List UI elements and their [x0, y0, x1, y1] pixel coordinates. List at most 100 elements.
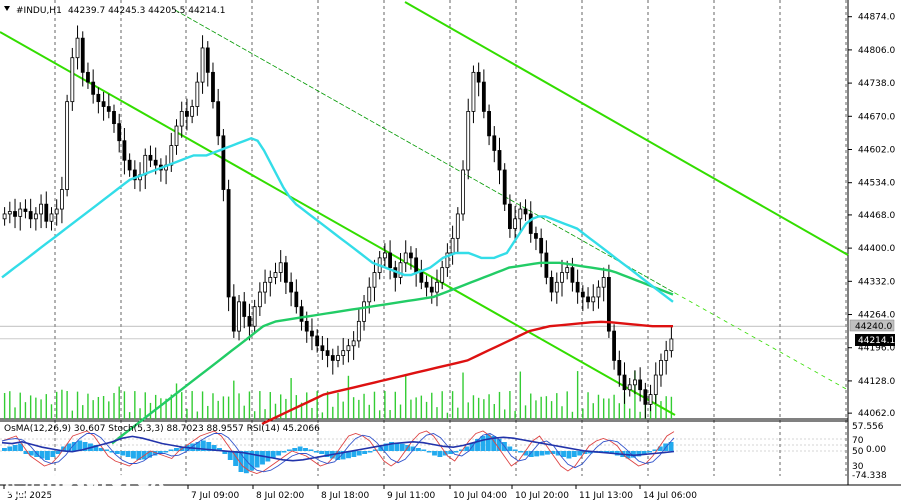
osma-bar-44 [238, 451, 244, 472]
candle-body-110 [575, 281, 580, 293]
candle-body-23 [122, 140, 127, 161]
price-tick-label-5: 44534.0 [858, 179, 895, 189]
candle-body-16 [86, 71, 90, 83]
osma-bar-0 [2, 448, 7, 451]
price-tick-label-3: 44670.0 [858, 112, 895, 122]
candle-body-18 [96, 93, 101, 103]
candle-body-87 [455, 213, 460, 239]
chart-header-symbol: #INDU,H1 [16, 6, 62, 16]
ma-slow-line [261, 320, 673, 425]
candle-body-66 [346, 345, 351, 352]
osma-bar-120 [647, 451, 652, 453]
candle-body-96 [502, 169, 507, 205]
osma-bar-70 [378, 446, 384, 451]
osma-bar-76 [410, 446, 416, 451]
price-tick-label-2: 44738.0 [858, 79, 895, 89]
candle-body-74 [388, 252, 392, 269]
candle-body-27 [143, 154, 148, 176]
osma-bar-32 [174, 448, 179, 451]
osma-bar-112 [604, 451, 609, 453]
candle-body-20 [106, 106, 111, 112]
osma-bar-117 [630, 451, 636, 458]
trend-lines [0, 1, 849, 416]
osma-bar-92 [496, 439, 502, 451]
candle-body-60 [315, 335, 320, 347]
trend-line-extension [674, 292, 849, 391]
time-tick-label-5: 10 Jul 04:00 [453, 491, 507, 501]
candle-body-0 [2, 213, 7, 220]
candle-body-128 [669, 338, 674, 352]
price-tick-label-6: 44468.0 [858, 211, 895, 221]
candle-body-45 [237, 301, 241, 332]
candle-body-43 [226, 189, 231, 298]
candle-body-22 [117, 123, 122, 142]
osma-bar-37 [200, 440, 206, 451]
candle-body-125 [653, 374, 658, 395]
osma-bar-108 [582, 451, 588, 454]
price-tick-label-4: 44602.0 [858, 145, 895, 155]
osma-bar-1 [7, 446, 13, 451]
price-label-bid: 44240.0 [849, 319, 895, 332]
osma-bar-22 [120, 451, 126, 456]
osma-bar-85 [458, 449, 464, 451]
candle-body-42 [221, 135, 226, 190]
candle-body-12 [65, 101, 70, 190]
candle-body-81 [424, 281, 429, 288]
osma-bar-80 [432, 451, 437, 456]
osma-bar-66 [356, 451, 362, 456]
candle-body-97 [508, 203, 512, 229]
candle-body-83 [435, 281, 439, 293]
osma-bar-53 [286, 449, 292, 451]
chart-header-arrow-icon [4, 6, 10, 11]
candle-body-49 [257, 291, 262, 308]
osma-bar-124 [668, 442, 674, 451]
candle-body-79 [414, 257, 419, 273]
candle-body-101 [528, 213, 533, 234]
price-tick-label-9: 44264.0 [858, 311, 895, 321]
candle-body-92 [481, 81, 486, 112]
osma-bar-74 [399, 443, 405, 451]
candle-body-88 [461, 169, 465, 215]
osma-bar-55 [297, 446, 303, 451]
candle-body-21 [112, 111, 116, 125]
osma-bar-100 [539, 451, 545, 456]
osma-bar-99 [534, 451, 540, 457]
candle-body-46 [242, 301, 247, 317]
osma-bar-36 [195, 442, 201, 451]
candle-body-112 [586, 296, 590, 303]
osma-bar-8 [45, 451, 50, 460]
osma-bar-7 [39, 451, 45, 459]
osma-bar-4 [23, 451, 29, 454]
osma-bar-65 [351, 451, 357, 457]
osma-bar-15 [82, 442, 88, 451]
osma-bar-27 [147, 451, 153, 458]
osma-bar-101 [544, 451, 550, 455]
candle-body-119 [622, 374, 627, 391]
osma-bar-51 [276, 451, 282, 456]
price-tick-label-11: 44128.0 [858, 377, 895, 387]
candle-body-24 [127, 159, 132, 171]
candle-body-68 [356, 320, 361, 342]
osma-bar-81 [437, 451, 443, 457]
candle-body-127 [664, 350, 669, 361]
osma-bar-78 [421, 449, 427, 451]
osma-bar-14 [77, 440, 83, 451]
candle-body-50 [263, 281, 267, 293]
osma-bar-91 [491, 436, 497, 451]
candle-body-36 [190, 106, 195, 117]
candle-body-8 [44, 203, 49, 222]
price-axis: 44874.0 44806.0 44738.0 44670.0 44602.0 44534… [848, 13, 895, 419]
candle-body-104 [544, 252, 549, 278]
osma-bar-79 [426, 451, 432, 453]
osma-bar-96 [518, 451, 523, 453]
osma-bar-102 [550, 451, 556, 454]
stoch-main-line [1, 430, 675, 474]
osma-bar-60 [324, 451, 330, 457]
candle-body-48 [252, 306, 257, 327]
chart-header-ohlc: 44239.7 44245.3 44205.5 44214.1 [68, 6, 225, 16]
candle-body-123 [643, 389, 648, 405]
candles [2, 25, 674, 419]
candle-body-116 [606, 277, 611, 332]
